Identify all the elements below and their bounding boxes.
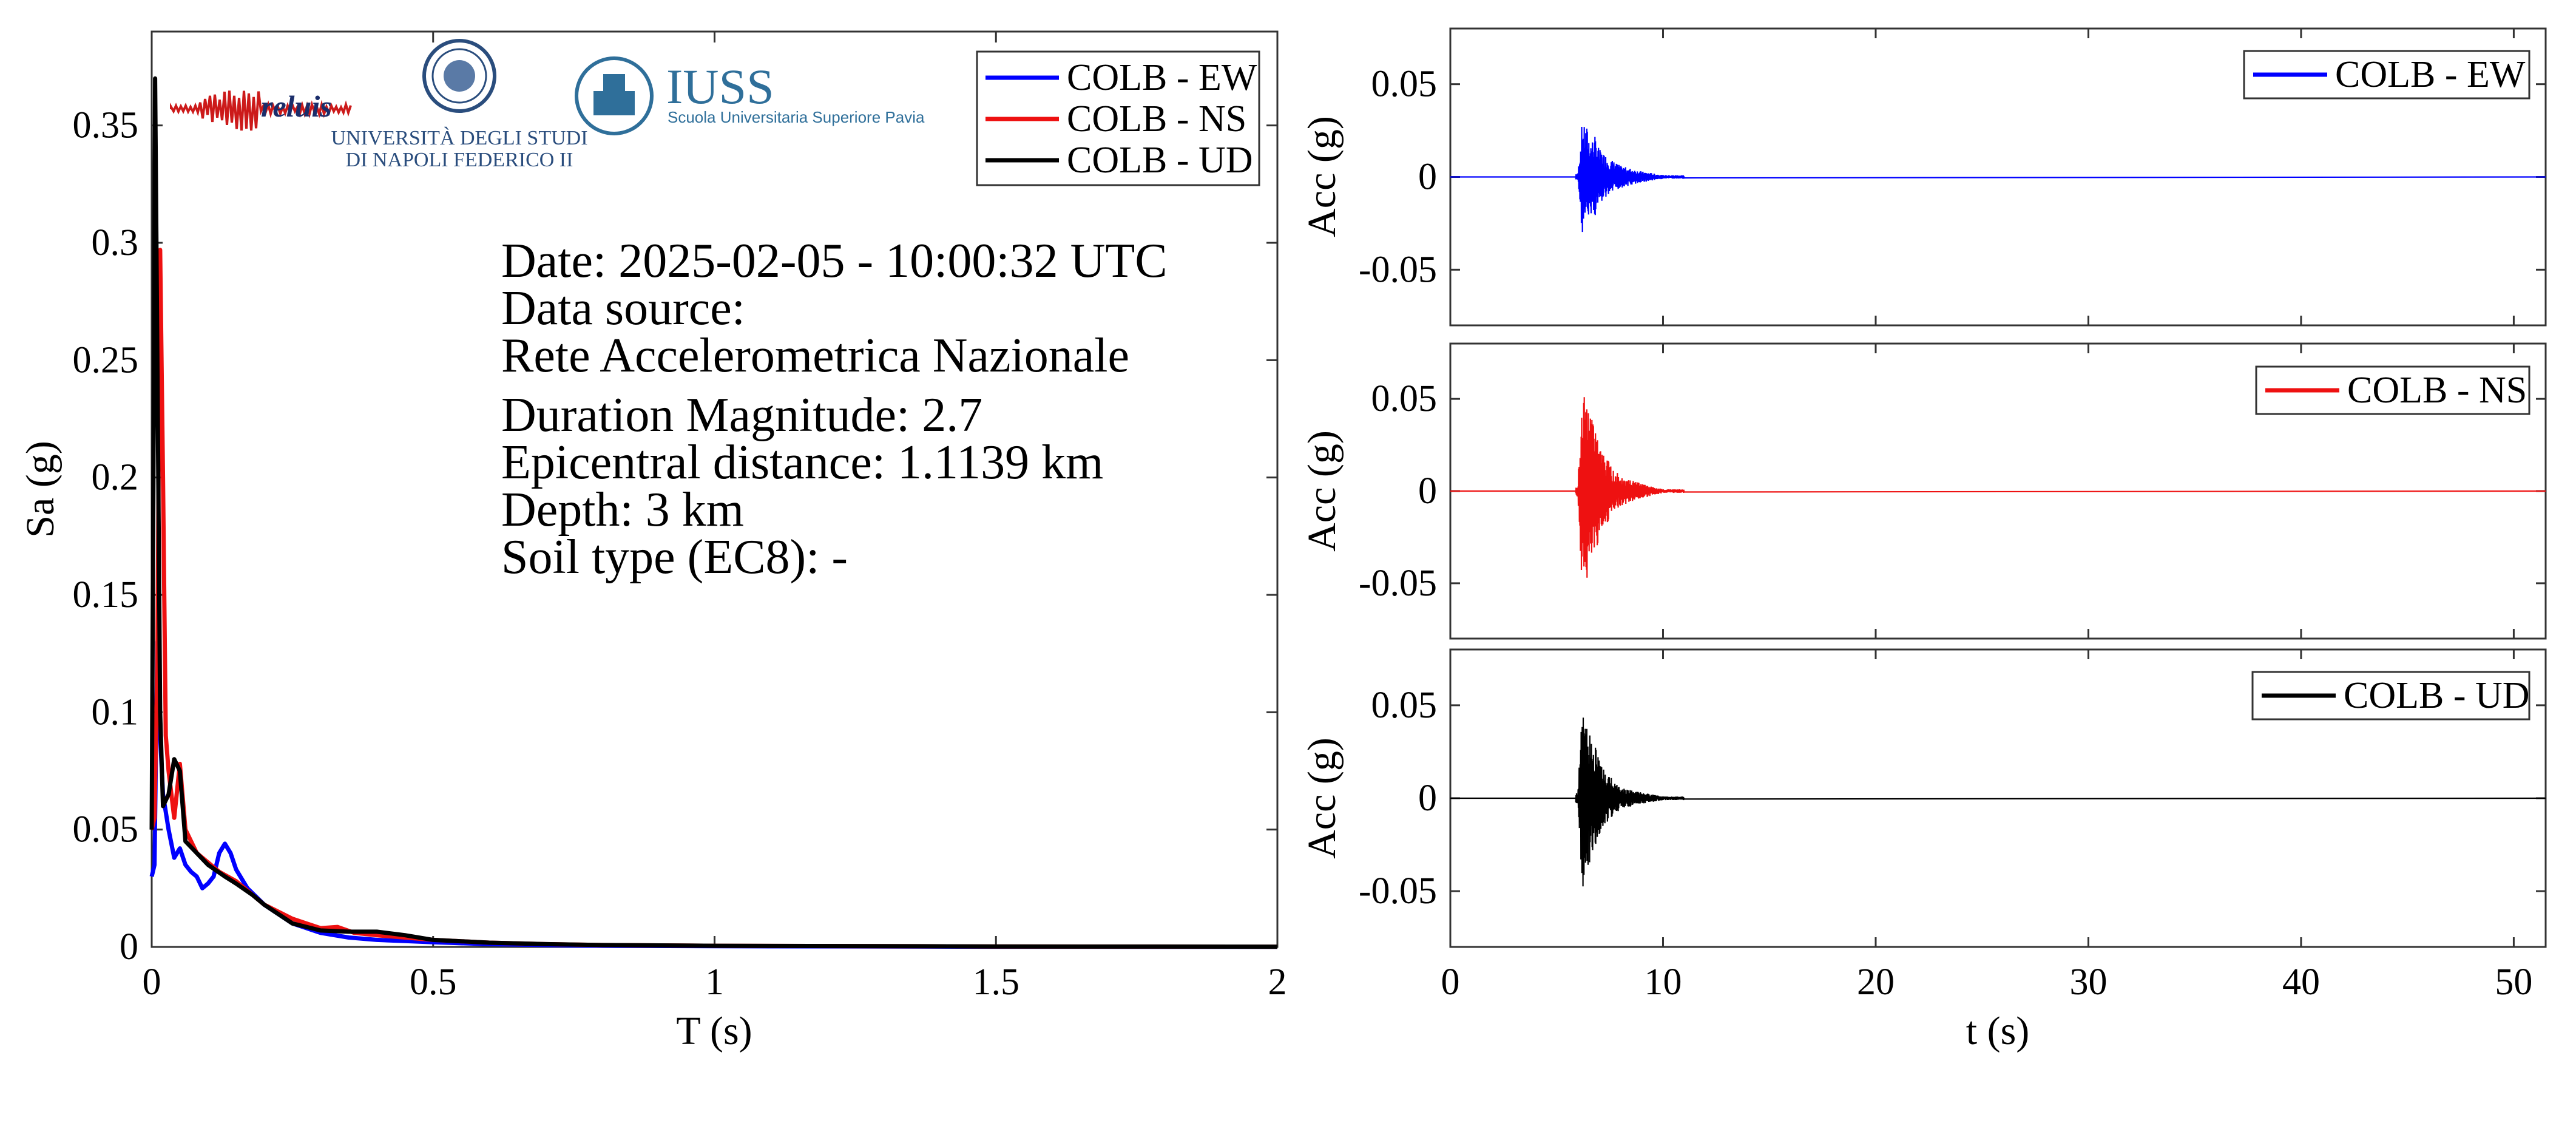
acc-ud-trace [1450, 717, 2546, 887]
spectrum-xlabel: T (s) [676, 1009, 752, 1053]
spectrum-plot: 0 0.5 1 1.5 2 0 0.05 0.1 0.15 0.2 0.25 0.3 0.35 Sa (… [18, 30, 1287, 1053]
acc-xtick-label: 10 [1644, 962, 1682, 1003]
iuss-subtitle: Scuola Universitaria Superiore Pavia [668, 108, 925, 126]
acc-ytick-label: 0.05 [1371, 64, 1438, 105]
spectrum-ytick-label: 0.35 [73, 105, 139, 146]
spectrum-line-ud [149, 76, 1278, 949]
info-depth: Depth: 3 km [501, 483, 744, 537]
spectrum-ytick-label: 0.2 [92, 457, 139, 498]
spectrum-xtick-label: 2 [1268, 962, 1287, 1003]
acc-xtick-label: 30 [2069, 962, 2107, 1003]
acc-ud-legend-label: COLB - UD [2344, 675, 2530, 716]
acc-ytick-label: 0.05 [1371, 378, 1438, 419]
acc-ew-ylabel: Acc (g) [1300, 116, 1344, 237]
legend-label-ns: COLB - NS [1067, 98, 1246, 140]
acc-ytick-label: -0.05 [1359, 870, 1437, 912]
acc-ns-ticks: -0.05 0 0.05 [1359, 344, 2546, 639]
acc-xtick-label: 50 [2495, 962, 2532, 1003]
info-magnitude: Duration Magnitude: 2.7 [501, 388, 982, 442]
acc-ytick-label: 0.05 [1371, 685, 1438, 726]
acc-ud-ticks: -0.05 0 0.05 0 10 20 30 40 50 [1359, 649, 2546, 1003]
spectrum-ticks: 0 0.5 1 1.5 2 0 0.05 0.1 0.15 0.2 0.25 0.3 0.35 [73, 32, 1287, 1003]
acc-ns-legend-label: COLB - NS [2347, 370, 2527, 411]
info-distance: Epicentral distance: 1.1139 km [501, 436, 1103, 489]
info-date: Date: 2025-02-05 - 10:00:32 UTC [501, 234, 1168, 288]
acc-ew-legend-label: COLB - EW [2335, 54, 2526, 95]
spectrum-xtick-label: 1.5 [973, 962, 1020, 1003]
spectrum-ytick-label: 0.3 [92, 222, 139, 263]
spectrum-legend: COLB - EW COLB - NS COLB - UD [976, 50, 1260, 186]
reluis-waveform [170, 90, 352, 131]
acc-ud-ylabel: Acc (g) [1300, 738, 1344, 859]
reluis-logo: reluis [170, 89, 352, 131]
info-source-label: Data source: [501, 282, 745, 335]
spectrum-ytick-label: 0.05 [73, 809, 139, 850]
spectrum-xtick-label: 0 [143, 962, 161, 1003]
info-soil: Soil type (EC8): - [501, 531, 848, 584]
acc-plot-ew: -0.05 0 0.05 Acc (g) COLB - EW [1300, 27, 2547, 327]
acc-ytick-label: -0.05 [1359, 249, 1437, 290]
unina-line1: UNIVERSITÀ DEGLI STUDI [331, 127, 587, 149]
acc-ytick-label: -0.05 [1359, 563, 1437, 604]
spectrum-xtick-label: 0.5 [410, 962, 457, 1003]
legend-label-ew: COLB - EW [1067, 57, 1257, 98]
spectrum-ytick-label: 0 [120, 926, 138, 968]
reluis-logo-text: reluis [261, 89, 332, 123]
info-source: Rete Accelerometrica Nazionale [501, 329, 1129, 382]
iuss-title: IUSS [666, 59, 774, 114]
spectrum-xtick-label: 1 [705, 962, 724, 1003]
acc-ew-trace [1450, 126, 2546, 232]
acc-xtick-label: 20 [1857, 962, 1895, 1003]
acc-ew-ticks: -0.05 0 0.05 [1359, 29, 2546, 325]
acc-ytick-label: 0 [1418, 157, 1437, 198]
acc-ytick-label: 0 [1418, 470, 1437, 512]
spectrum-series [149, 76, 1278, 949]
acc-plot-ns: -0.05 0 0.05 Acc (g) COLB - NS [1300, 342, 2547, 640]
acc-ytick-label: 0 [1418, 778, 1437, 819]
unina-logo: UNIVERSITÀ DEGLI STUDI DI NAPOLI FEDERIC… [331, 39, 588, 171]
event-info: Date: 2025-02-05 - 10:00:32 UTC Data sou… [501, 234, 1168, 584]
acc-ns-ylabel: Acc (g) [1300, 430, 1344, 552]
spectrum-ytick-label: 0.15 [73, 574, 139, 616]
acc-xtick-label: 40 [2282, 962, 2320, 1003]
spectrum-ytick-label: 0.1 [92, 691, 139, 733]
iuss-logo: IUSS Scuola Universitaria Superiore Pavi… [575, 56, 925, 135]
spectrum-ytick-label: 0.25 [73, 339, 139, 381]
unina-line2: DI NAPOLI FEDERICO II [346, 149, 573, 171]
acc-ns-trace [1450, 397, 2546, 578]
spectrum-ylabel: Sa (g) [18, 441, 63, 537]
acc-xtick-label: 0 [1441, 962, 1460, 1003]
legend-label-ud: COLB - UD [1067, 140, 1253, 181]
acc-xlabel: t (s) [1966, 1009, 2029, 1053]
